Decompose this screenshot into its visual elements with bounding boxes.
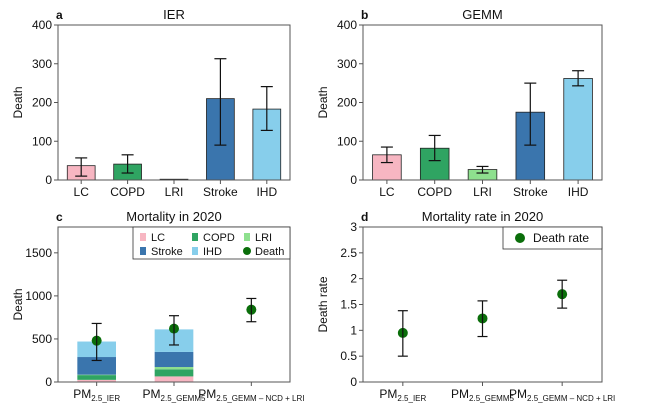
y-tick-label: 0.5 — [340, 349, 357, 363]
chart-title: IER — [163, 7, 185, 22]
legend-label: COPD — [203, 232, 235, 244]
stack-segment-LRI — [155, 367, 194, 369]
x-tick-label-sub: 2.5_IER — [397, 394, 426, 403]
x-tick-label: PM2.5_GEMM5 — [451, 387, 514, 403]
y-tick-label: 3 — [350, 220, 357, 234]
x-tick-label-sub: 2.5_GEMM – NCD + LRI — [216, 394, 304, 403]
y-tick-label: 400 — [32, 18, 52, 32]
x-tick-label: COPD — [417, 185, 452, 199]
bar-IHD — [564, 78, 593, 180]
x-tick-label: IHD — [568, 185, 589, 199]
x-tick-label-main: PM — [379, 387, 397, 401]
x-tick-label: COPD — [110, 185, 145, 199]
chart-title: GEMM — [462, 7, 502, 22]
x-tick-label-main: PM — [509, 387, 527, 401]
stack-segment-COPD — [155, 369, 194, 376]
legend-swatch-COPD — [192, 233, 198, 241]
x-tick-label: PM2.5_GEMM5 — [143, 387, 206, 403]
y-tick-label: 1000 — [25, 289, 52, 303]
chart-title: Mortality rate in 2020 — [422, 209, 543, 224]
y-tick-label: 100 — [337, 134, 357, 148]
legend-label: LC — [151, 232, 165, 244]
x-tick-label: Stroke — [203, 185, 238, 199]
y-tick-label: 500 — [32, 332, 52, 346]
panel-letter: a — [56, 8, 63, 22]
y-axis-label: Death — [11, 288, 25, 320]
x-tick-label-main: PM — [198, 387, 216, 401]
legend-swatch-LC — [140, 233, 146, 241]
y-tick-label: 0 — [45, 375, 52, 389]
legend-marker-death — [243, 247, 251, 255]
x-tick-label-sub: 2.5_GEMM5 — [469, 394, 514, 403]
y-tick-label: 1.5 — [340, 298, 357, 312]
x-tick-label: PM2.5_GEMM – NCD + LRI — [509, 387, 615, 403]
x-tick-label: Stroke — [513, 185, 548, 199]
legend-label: LRI — [255, 232, 272, 244]
y-tick-label: 2 — [350, 272, 357, 286]
x-tick-label-sub: 2.5_IER — [91, 394, 120, 403]
stack-segment-Stroke — [155, 352, 194, 367]
legend-swatch-LRI — [244, 233, 250, 241]
panel-letter: b — [361, 8, 368, 22]
x-tick-label-sub: 2.5_GEMM – NCD + LRI — [527, 394, 615, 403]
legend-label: Death rate — [533, 231, 589, 245]
y-tick-label: 0 — [45, 173, 52, 187]
x-tick-label: IHD — [256, 185, 277, 199]
x-tick-label-main: PM — [73, 387, 91, 401]
y-tick-label: 0 — [350, 173, 357, 187]
x-tick-label: LC — [379, 185, 395, 199]
y-tick-label: 300 — [337, 57, 357, 71]
legend-marker-death-rate — [515, 233, 525, 243]
stack-segment-COPD — [77, 375, 116, 380]
y-axis-label: Death — [11, 86, 25, 118]
legend-label: IHD — [203, 246, 222, 258]
panel-letter: d — [361, 210, 368, 224]
y-tick-label: 200 — [32, 96, 52, 110]
legend-swatch-Stroke — [140, 247, 146, 255]
x-tick-label: PM2.5_IER — [379, 387, 426, 403]
x-tick-label-main: PM — [451, 387, 469, 401]
panel-b: b GEMM Death 0 100 200 300 400 LC COPD LRI Stroke IH… — [316, 7, 602, 199]
x-tick-label: LRI — [473, 185, 492, 199]
y-tick-label: 2.5 — [340, 246, 357, 260]
y-tick-label: 200 — [337, 96, 357, 110]
y-tick-label: 1500 — [25, 246, 52, 260]
legend-label: Stroke — [151, 246, 183, 258]
y-tick-label: 300 — [32, 57, 52, 71]
y-tick-label: 1 — [350, 323, 357, 337]
y-axis-label: Death — [316, 86, 330, 118]
x-tick-label: LC — [74, 185, 90, 199]
x-tick-label-main: PM — [143, 387, 161, 401]
y-tick-label: 0 — [350, 375, 357, 389]
y-tick-label: 400 — [337, 18, 357, 32]
panel-letter: c — [56, 210, 63, 224]
x-tick-label: PM2.5_GEMM – NCD + LRI — [198, 387, 304, 403]
legend-swatch-IHD — [192, 247, 198, 255]
chart-title: Mortality in 2020 — [126, 209, 221, 224]
stack-segment-LC — [155, 376, 194, 382]
panel-d: d Mortality rate in 2020 Death rate 0 0.5 1 1.… — [316, 209, 615, 403]
y-tick-label: 100 — [32, 134, 52, 148]
y-axis-label: Death rate — [316, 276, 330, 332]
panel-a: a IER Death 0 100 200 300 400 LC COPD LRI Stroke IHD — [11, 7, 290, 199]
x-tick-label: PM2.5_IER — [73, 387, 120, 403]
legend-label: Death — [255, 246, 284, 258]
x-tick-label: LRI — [165, 185, 184, 199]
